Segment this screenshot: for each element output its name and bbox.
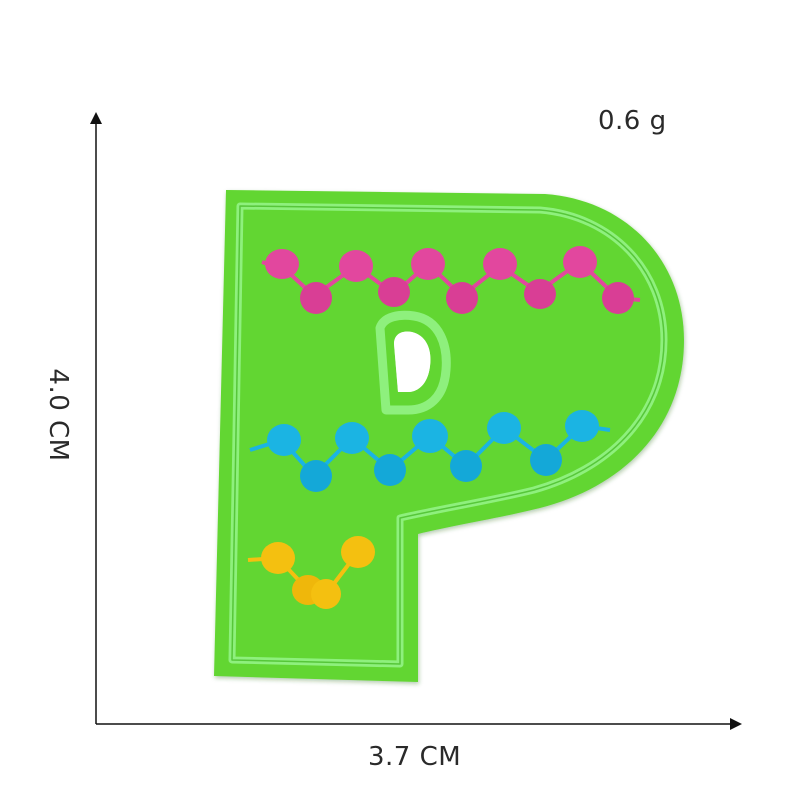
height-label: 4.0 CM [43,368,73,462]
weight-label: 0.6 g [598,106,667,136]
counter-stitch [375,310,451,415]
felt-base [214,190,684,682]
pink-zigzag-stitching [261,246,641,314]
letter-p-patch [214,190,684,682]
stitch-border-edge [231,205,665,665]
blue-zigzag-stitching [249,410,611,492]
counter-hole [394,331,431,392]
yellow-zigzag-stitching [247,536,375,609]
width-label: 3.7 CM [368,742,462,772]
